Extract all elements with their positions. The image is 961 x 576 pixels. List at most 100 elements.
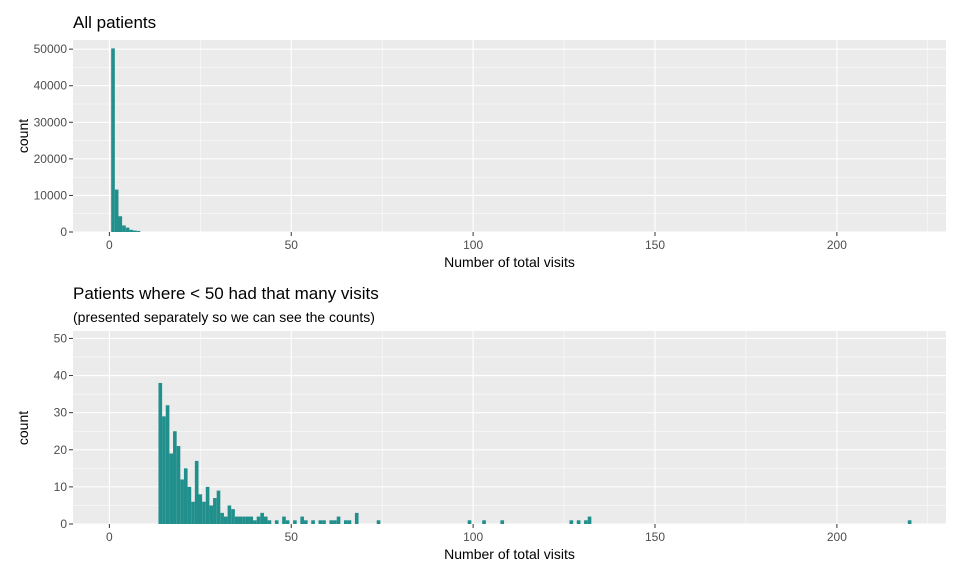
bars <box>158 382 912 524</box>
histogram-bar <box>133 230 137 232</box>
histogram-bar <box>343 520 348 524</box>
histogram-bar <box>354 512 359 524</box>
histogram-bar <box>129 229 134 232</box>
histogram-bar <box>122 225 126 232</box>
x-tick-label: 50 <box>285 238 299 252</box>
x-tick-label: 100 <box>463 530 483 544</box>
histogram-bar <box>587 516 592 524</box>
histogram-bar <box>216 490 221 524</box>
x-tick-label: 200 <box>827 530 847 544</box>
histogram-bar <box>300 516 304 524</box>
histogram-bar <box>158 382 163 524</box>
histogram-bar <box>333 520 337 524</box>
y-tick-label: 40000 <box>34 79 68 93</box>
histogram-bar <box>209 505 214 524</box>
gridlines <box>73 40 946 233</box>
histogram-bar <box>194 460 199 524</box>
y-tick-label: 50 <box>54 331 68 345</box>
chart-title: Patients where < 50 had that many visits <box>73 284 379 303</box>
histogram-bar <box>198 494 203 524</box>
y-tick-label: 10000 <box>34 188 68 202</box>
histogram-bar <box>569 520 574 524</box>
histogram-bar <box>322 520 326 524</box>
histogram-bar <box>311 520 315 524</box>
gridlines <box>73 331 946 525</box>
histogram-bar <box>191 501 195 524</box>
y-axis-title: count <box>15 119 31 153</box>
histogram-bar <box>282 516 286 524</box>
chart-subtitle: (presented separately so we can see the … <box>73 309 375 325</box>
histogram-bar <box>263 516 268 524</box>
histogram-bar <box>180 479 184 524</box>
x-axis-title: Number of total visits <box>444 254 575 270</box>
histogram-bar <box>318 520 323 524</box>
histogram-bar <box>303 520 308 524</box>
y-axis-title: count <box>15 411 31 445</box>
histogram-bar <box>242 516 246 524</box>
histogram-bar <box>205 486 210 524</box>
histogram-bar <box>285 520 290 524</box>
histogram-bar <box>253 520 257 524</box>
x-axis-title: Number of total visits <box>444 546 575 562</box>
y-tick-label: 50000 <box>34 42 68 56</box>
y-tick-label: 10 <box>54 480 68 494</box>
y-tick-label: 40 <box>54 369 68 383</box>
x-axis: 0 50 100 150 200 <box>106 524 847 544</box>
plot-panel <box>73 40 946 232</box>
histogram-bar <box>231 509 235 524</box>
histogram-bar <box>136 230 141 232</box>
histogram-bar <box>376 520 381 524</box>
histogram-bar <box>238 516 243 524</box>
histogram-bar <box>576 520 581 524</box>
x-tick-label: 0 <box>106 238 113 252</box>
x-tick-label: 50 <box>285 530 299 544</box>
histogram-bar <box>176 446 181 524</box>
histogram-bar <box>220 512 224 524</box>
histogram-bar <box>293 520 297 524</box>
histogram-bar <box>165 405 170 524</box>
x-tick-label: 0 <box>106 530 113 544</box>
x-tick-label: 100 <box>463 238 483 252</box>
histogram-bar <box>329 520 334 524</box>
y-tick-label: 20 <box>54 443 68 457</box>
y-tick-label: 30 <box>54 406 68 420</box>
histogram-bar <box>336 516 341 524</box>
histogram-bar <box>907 520 912 524</box>
histogram-bar <box>482 520 486 524</box>
y-tick-label: 0 <box>60 517 67 531</box>
y-axis: 0 10000 20000 30000 40000 50000 <box>34 42 73 239</box>
histogram-bar <box>500 520 505 524</box>
y-tick-label: 0 <box>60 225 67 239</box>
histogram-bar <box>347 520 352 524</box>
histogram-bar <box>249 516 254 524</box>
histogram-bar <box>187 486 192 524</box>
histogram-bar <box>114 189 119 232</box>
histogram-bar <box>267 520 272 524</box>
histogram-bar <box>118 216 123 232</box>
histogram-bar <box>173 431 177 524</box>
chart-title: All patients <box>73 13 156 32</box>
histogram-all-patients: All patients 01000020000300004000050000 … <box>15 13 946 270</box>
histogram-bar <box>223 516 228 524</box>
y-tick-label: 30000 <box>34 115 68 129</box>
histogram-bar <box>202 501 206 524</box>
histogram-bar <box>183 468 188 524</box>
histogram-bar <box>227 505 232 524</box>
x-axis: 0 50 100 150 200 <box>106 232 847 252</box>
histogram-bar <box>162 416 166 524</box>
histogram-bar <box>125 227 130 232</box>
histogram-bar <box>256 516 261 524</box>
x-tick-label: 200 <box>827 238 847 252</box>
histogram-bar <box>274 520 279 524</box>
histogram-bar <box>234 516 239 524</box>
y-axis: 0 10 20 30 40 50 <box>54 331 73 531</box>
histogram-bar <box>245 516 250 524</box>
histogram-bar <box>584 520 588 524</box>
bars <box>111 48 141 232</box>
plot-panel <box>73 331 946 524</box>
x-tick-label: 150 <box>645 530 665 544</box>
histogram-bar <box>169 453 174 524</box>
x-tick-label: 150 <box>645 238 665 252</box>
y-tick-label: 20000 <box>34 152 68 166</box>
